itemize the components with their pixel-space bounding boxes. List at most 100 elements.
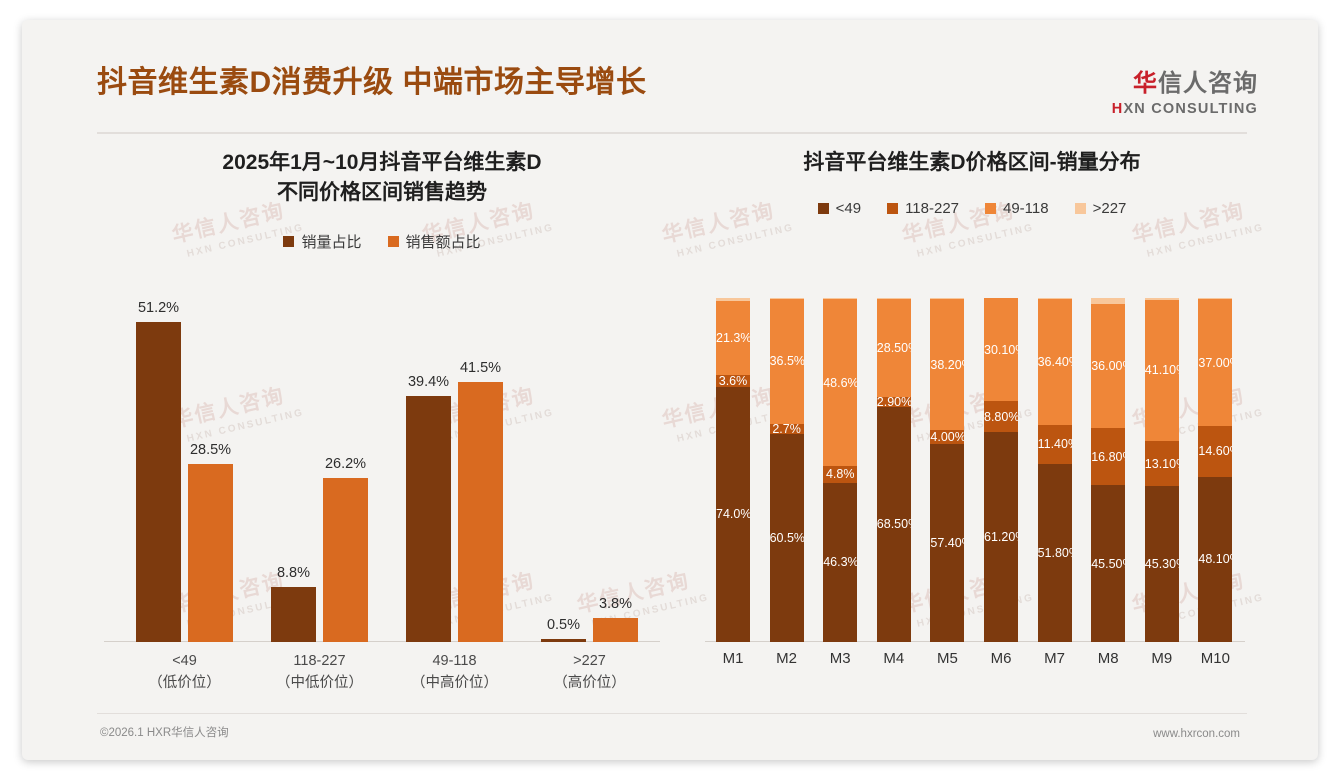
legend-item-销售额占比[interactable]: 销售额占比 <box>387 231 481 252</box>
slide-canvas: 华信人咨询 HXN CONSULTING 华信人咨询 HXN CONSULTING 华信… <box>22 20 1318 760</box>
legend-item-49-118[interactable]: 49-118 <box>985 200 1049 217</box>
stack-segment-118-227-M8[interactable]: 16.80% <box>1091 427 1126 486</box>
stack-segment-label: 60.5% <box>769 530 804 545</box>
stacked-bar-M10[interactable]: 0.30%37.00%14.60%48.10% <box>1198 298 1233 642</box>
bar-销售额占比-49-118[interactable] <box>458 382 503 642</box>
left-chart-title-line1: 2025年1月~10月抖音平台维生素D <box>222 151 542 174</box>
bar-slot: 3.8% <box>593 298 638 642</box>
stack-segment-49-118-M4[interactable]: 28.50% <box>876 298 911 397</box>
stacked-bar-M7[interactable]: 0.40%36.40%11.40%51.80% <box>1037 298 1072 642</box>
stack-segment-label: 48.10% <box>1198 552 1232 567</box>
legend-label: <49 <box>835 200 862 218</box>
stack-segment-<49-M3[interactable]: 46.3% <box>823 482 858 642</box>
stacked-bar-group-M6: 0.00%30.10%8.80%61.20% <box>975 298 1027 642</box>
stack-segment-<49-M8[interactable]: 45.50% <box>1091 485 1126 642</box>
bar-销量占比->227[interactable] <box>541 638 586 642</box>
stack-segment-label: 46.3% <box>823 555 858 570</box>
stack-segment-label: 45.50% <box>1091 556 1125 571</box>
bar-value-label: 8.8% <box>276 564 311 581</box>
stacked-bar-M2[interactable]: 0.2%36.5%2.7%60.5% <box>769 298 804 642</box>
bar-group-<49: 51.2% 28.5% <box>122 298 247 642</box>
stack-segment-<49-M2[interactable]: 60.5% <box>769 433 804 642</box>
stack-segment-label: 21.3% <box>716 331 750 346</box>
stack-segment-label: 61.20% <box>984 529 1018 544</box>
x-tick-label: <49 <box>172 653 197 669</box>
x-tick->227: >227 （高价位） <box>527 650 652 695</box>
stack-segment-<49-M9[interactable]: 45.30% <box>1144 486 1179 642</box>
stack-segment-label: 4.00% <box>930 430 965 445</box>
bar-销量占比-118-227[interactable] <box>271 586 316 642</box>
stacked-bar-group-M2: 0.2%36.5%2.7%60.5% <box>761 298 813 642</box>
stack-segment-118-227-M1[interactable]: 3.6% <box>716 374 750 388</box>
stack-segment-49-118-M9[interactable]: 41.10% <box>1144 299 1179 442</box>
left-chart-title-line2: 不同价格区间销售趋势 <box>277 181 487 205</box>
stack-segment-<49-M4[interactable]: 68.50% <box>876 406 911 642</box>
stack-segment-label: 38.20% <box>930 357 964 372</box>
x-tick-sublabel: （低价位） <box>148 675 221 692</box>
legend-item-销量占比[interactable]: 销量占比 <box>283 231 362 252</box>
stack-segment-<49-M1[interactable]: 74.0% <box>716 387 750 642</box>
stacked-bar-M6[interactable]: 0.00%30.10%8.80%61.20% <box>984 298 1018 642</box>
stack-segment-<49-M5[interactable]: 57.40% <box>930 444 965 642</box>
stack-segment-118-227-M5[interactable]: 4.00% <box>930 430 965 445</box>
stack-segment-118-227-M10[interactable]: 14.60% <box>1198 426 1233 477</box>
left-chart-legend: 销量占比 销售额占比 <box>92 231 672 252</box>
stack-segment-<49-M7[interactable]: 51.80% <box>1037 463 1072 642</box>
stack-segment-49-118-M10[interactable]: 37.00% <box>1198 299 1233 427</box>
bar-销售额占比-<49[interactable] <box>188 463 233 642</box>
bar-slot: 26.2% <box>323 298 368 642</box>
logo-en-initial: H <box>1111 101 1124 117</box>
x-tick-sublabel: （中低价位） <box>276 675 363 692</box>
stacked-bar-M5[interactable]: 0.30%38.20%4.00%57.40% <box>930 298 965 642</box>
bar-销售额占比-118-227[interactable] <box>323 478 368 642</box>
stack-segment-label: 30.10% <box>984 342 1018 357</box>
legend-label: 49-118 <box>1003 200 1049 218</box>
stack-segment-118-227-M2[interactable]: 2.7% <box>769 422 804 436</box>
stack-segment-label: 36.5% <box>769 354 804 369</box>
stack-segment-<49-M10[interactable]: 48.10% <box>1198 476 1233 642</box>
x-tick-M7: M7 <box>1044 650 1066 667</box>
stack-segment-label: 2.90% <box>876 394 911 409</box>
stack-segment-label: 36.00% <box>1091 358 1125 373</box>
stack-segment-label: 37.00% <box>1198 355 1232 370</box>
stack-segment-49-118-M6[interactable]: 30.10% <box>984 298 1018 402</box>
stacked-bar-M9[interactable]: 0.50%41.10%13.10%45.30% <box>1144 298 1179 642</box>
stack-segment-49-118-M1[interactable]: 21.3% <box>716 301 750 375</box>
x-tick-M6: M6 <box>990 650 1012 667</box>
stacked-bar-group-M5: 0.30%38.20%4.00%57.40% <box>921 298 973 642</box>
bar-slot: 51.2% <box>136 298 181 642</box>
stack-segment-118-227-M6[interactable]: 8.80% <box>984 401 1018 432</box>
stack-segment-<49-M6[interactable]: 61.20% <box>984 431 1018 642</box>
page-title: 抖音维生素D消费升级 中端市场主导增长 <box>97 66 647 99</box>
legend-item-<49[interactable]: <49 <box>817 200 862 218</box>
stack-segment-label: 36.40% <box>1037 354 1072 369</box>
stack-segment-49-118-M8[interactable]: 36.00% <box>1091 303 1126 428</box>
stack-segment-49-118-M5[interactable]: 38.20% <box>930 299 965 431</box>
legend-swatch-icon <box>887 203 899 215</box>
x-tick-M8: M8 <box>1097 650 1119 667</box>
legend-item->227[interactable]: >227 <box>1074 200 1126 217</box>
stack-segment-118-227-M7[interactable]: 11.40% <box>1037 424 1072 464</box>
bar-销售额占比->227[interactable] <box>593 618 638 642</box>
stack-segment-49-118-M3[interactable]: 48.6% <box>823 299 858 467</box>
stacked-bar-M4[interactable]: 0.20%28.50%2.90%68.50% <box>876 298 911 642</box>
stack-segment-49-118-M2[interactable]: 36.5% <box>769 298 804 425</box>
stack-segment-label: 68.50% <box>876 517 911 532</box>
stack-segment-49-118-M7[interactable]: 36.40% <box>1037 299 1072 425</box>
stack-segment-118-227-M9[interactable]: 13.10% <box>1144 441 1179 487</box>
bar-group-118-227: 8.8% 26.2% <box>257 298 382 642</box>
stacked-bar-M1[interactable]: 1.0%21.3%3.6%74.0% <box>716 298 750 642</box>
stack-segment-label: 16.80% <box>1091 449 1125 464</box>
stack-segment-118-227-M4[interactable]: 2.90% <box>876 394 911 409</box>
stack-segment-118-227-M3[interactable]: 4.8% <box>823 466 858 483</box>
stacked-bar-M3[interactable]: 0.3%48.6%4.8%46.3% <box>823 298 858 642</box>
stack-segment-label: 41.10% <box>1144 363 1179 378</box>
legend-item-118-227[interactable]: 118-227 <box>887 200 959 217</box>
stacked-bar-M8[interactable]: 1.70%36.00%16.80%45.50% <box>1091 298 1126 642</box>
bar-销量占比-<49[interactable] <box>136 321 181 642</box>
bar-group-49-118: 39.4% 41.5% <box>392 298 517 642</box>
bar-销量占比-49-118[interactable] <box>406 395 451 642</box>
x-tick-M2: M2 <box>776 650 798 667</box>
x-tick-<49: <49 （低价位） <box>122 650 247 695</box>
left-chart-title: 2025年1月~10月抖音平台维生素D 不同价格区间销售趋势 <box>92 148 672 209</box>
